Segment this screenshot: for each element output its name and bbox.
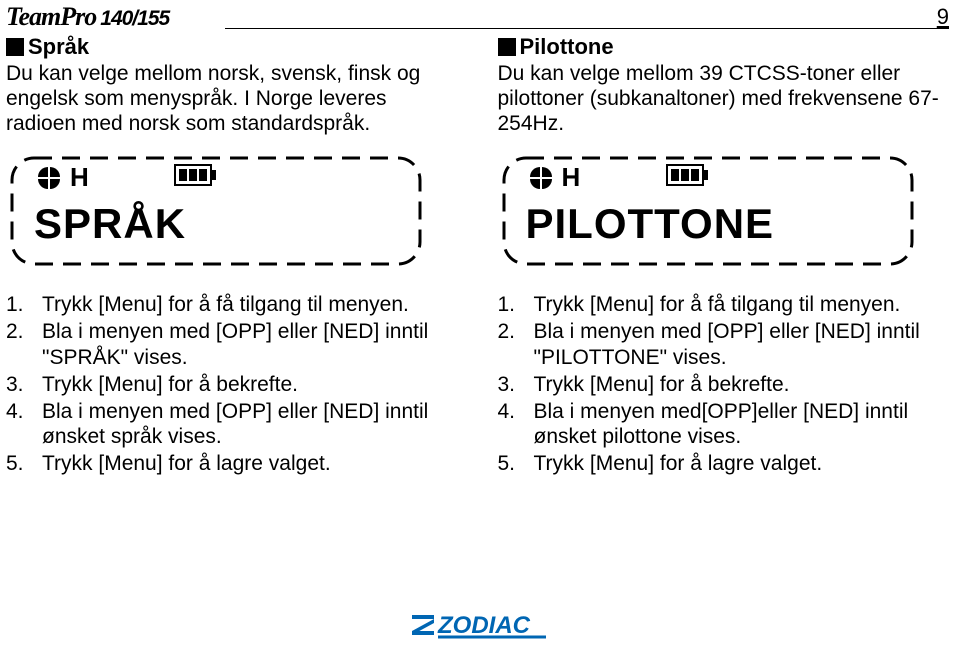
right-heading: Pilottone	[498, 34, 950, 60]
lcd-letter-h: H	[70, 162, 89, 193]
list-item: 2.Bla i menyen med [OPP] eller [NED] inn…	[498, 319, 950, 369]
header-rule	[225, 28, 949, 29]
right-instructions: 1.Trykk [Menu] for å få tilgang til meny…	[498, 292, 950, 476]
right-column: Pilottone Du kan velge mellom 39 CTCSS-t…	[498, 34, 950, 479]
page-number: 9	[937, 4, 949, 30]
battery-icon	[666, 164, 710, 186]
quad-icon	[38, 167, 60, 189]
list-item: 4.Bla i menyen med [OPP] eller [NED] inn…	[6, 399, 458, 449]
footer-logo: ZODIAC	[410, 603, 550, 648]
list-item: 1.Trykk [Menu] for å få tilgang til meny…	[6, 292, 458, 317]
list-item: 4.Bla i menyen med[OPP]eller [NED] innti…	[498, 399, 950, 449]
left-heading: Språk	[6, 34, 458, 60]
zodiac-logo-icon: ZODIAC	[410, 603, 550, 643]
lcd-text-sprak: SPRÅK	[34, 200, 186, 248]
left-body-text: Du kan velge mellom norsk, svensk, finsk…	[6, 62, 458, 136]
battery-icon	[174, 164, 218, 186]
list-item: 2.Bla i menyen med [OPP] eller [NED] inn…	[6, 319, 458, 369]
lcd-letter-h: H	[562, 162, 581, 193]
right-body-text: Du kan velge mellom 39 CTCSS-toner eller…	[498, 62, 950, 136]
lcd-display-pilottone: H PILOTTONE	[498, 152, 918, 270]
list-item: 3.Trykk [Menu] for å bekrefte.	[498, 372, 950, 397]
list-item: 1.Trykk [Menu] for å få tilgang til meny…	[498, 292, 950, 317]
lcd-text-pilottone: PILOTTONE	[526, 200, 775, 248]
list-item: 5.Trykk [Menu] for å lagre valget.	[498, 451, 950, 476]
square-bullet-icon	[6, 38, 24, 56]
left-column: Språk Du kan velge mellom norsk, svensk,…	[6, 34, 458, 479]
header-brand: TeamPro140/155	[6, 2, 169, 32]
left-instructions: 1.Trykk [Menu] for å få tilgang til meny…	[6, 292, 458, 476]
list-item: 3.Trykk [Menu] for å bekrefte.	[6, 372, 458, 397]
quad-icon	[530, 167, 552, 189]
square-bullet-icon	[498, 38, 516, 56]
lcd-display-sprak: H SPRÅK	[6, 152, 426, 270]
content-columns: Språk Du kan velge mellom norsk, svensk,…	[6, 34, 949, 479]
header-model: 140/155	[100, 7, 169, 30]
list-item: 5.Trykk [Menu] for å lagre valget.	[6, 451, 458, 476]
svg-text:ZODIAC: ZODIAC	[437, 612, 531, 639]
